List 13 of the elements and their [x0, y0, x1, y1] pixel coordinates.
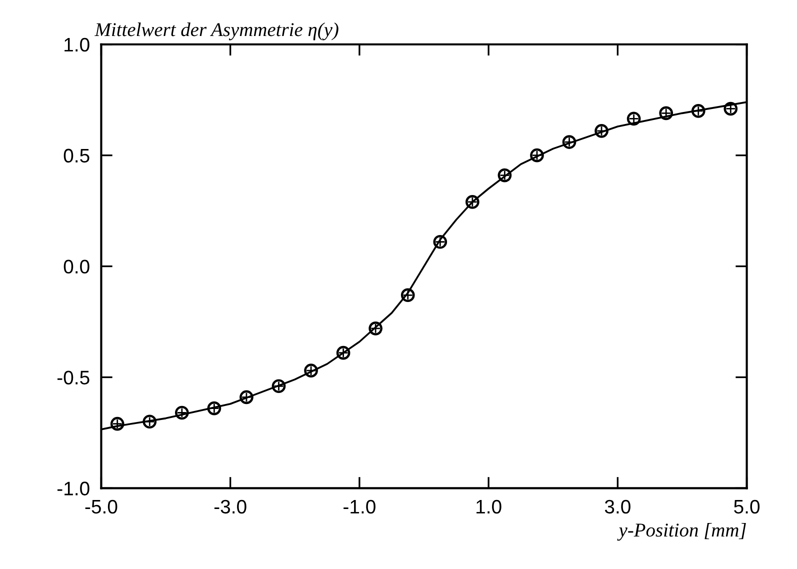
x-tick-label: -3.0	[214, 500, 246, 514]
x-tick-label: -1.0	[344, 500, 376, 514]
y-tick-label: 0.0	[64, 260, 90, 274]
y-tick-label: 1.0	[64, 38, 90, 52]
x-tick-label: 3.0	[604, 500, 630, 514]
x-tick-label: -5.0	[85, 500, 118, 514]
y-tick-label: 0.5	[64, 148, 90, 163]
chart-title: Mittelwert der Asymmetrie η(y)	[94, 22, 338, 40]
x-tick-label: 1.0	[476, 500, 502, 514]
x-tick-label: 5.0	[734, 500, 760, 514]
y-tick-label: -1.0	[57, 482, 90, 496]
x-axis-title: y-Position [mm]	[617, 522, 746, 541]
y-tick-label: -0.5	[57, 370, 90, 384]
